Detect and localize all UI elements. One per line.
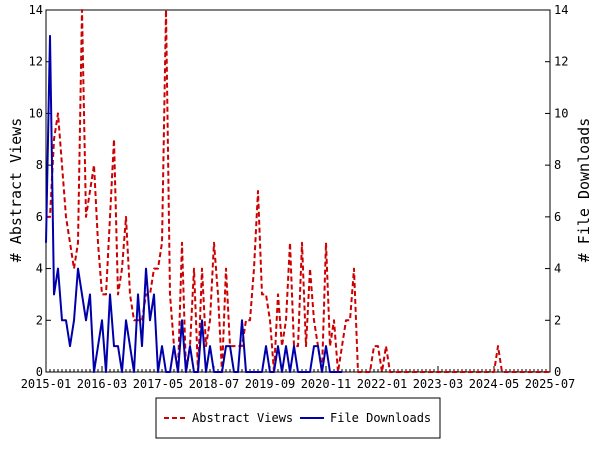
y-left-tick-label: 14 (29, 3, 43, 17)
x-tick-label: 2017-05 (133, 377, 184, 391)
y-right-tick-label: 10 (554, 106, 568, 120)
y-right-tick-label: 14 (554, 3, 568, 17)
y-left-tick-label: 10 (29, 106, 43, 120)
x-tick-label: 2019-09 (245, 377, 296, 391)
plot-layer: 2015-01 2016-03 2017-05 2018-07 2019-09 2020-… (21, 3, 576, 391)
series-line-abstract-views (46, 9, 550, 373)
y-right-tick-label: 4 (554, 262, 561, 276)
plot-frame (45, 9, 551, 373)
y-left-tick-label: 2 (36, 313, 43, 327)
legend-label-file-downloads: File Downloads (330, 411, 431, 425)
y-right-tick-label: 2 (554, 313, 561, 327)
y-right-tick-label: 12 (554, 55, 568, 69)
x-tick-label: 2024-05 (469, 377, 520, 391)
y-left-tick-label: 8 (36, 158, 43, 172)
y-left-tick-label: 12 (29, 55, 43, 69)
x-tick-label: 2020-11 (301, 377, 352, 391)
legend-label-abstract-views: Abstract Views (192, 411, 293, 425)
x-tick-label: 2023-03 (413, 377, 464, 391)
y-right-tick-label: 6 (554, 210, 561, 224)
series-line-file-downloads (45, 34, 342, 373)
x-tick-label: 2022-01 (357, 377, 408, 391)
x-tick-label: 2025-07 (525, 377, 576, 391)
y-right-tick-label: 8 (554, 158, 561, 172)
y-left-tick-label: 4 (36, 262, 43, 276)
x-tick-label: 2015-01 (21, 377, 72, 391)
legend-box (155, 397, 441, 439)
y-right-tick-label: 0 (554, 365, 561, 379)
y-left-tick-label: 6 (36, 210, 43, 224)
y-left-tick-label: 0 (36, 365, 43, 379)
x-tick-label: 2016-03 (77, 377, 128, 391)
legend: Abstract Views File Downloads (155, 397, 441, 439)
y-axis-title-left: # Abstract Views (7, 118, 25, 263)
x-tick-label: 2018-07 (189, 377, 240, 391)
y-axis-title-right: # File Downloads (575, 118, 593, 263)
